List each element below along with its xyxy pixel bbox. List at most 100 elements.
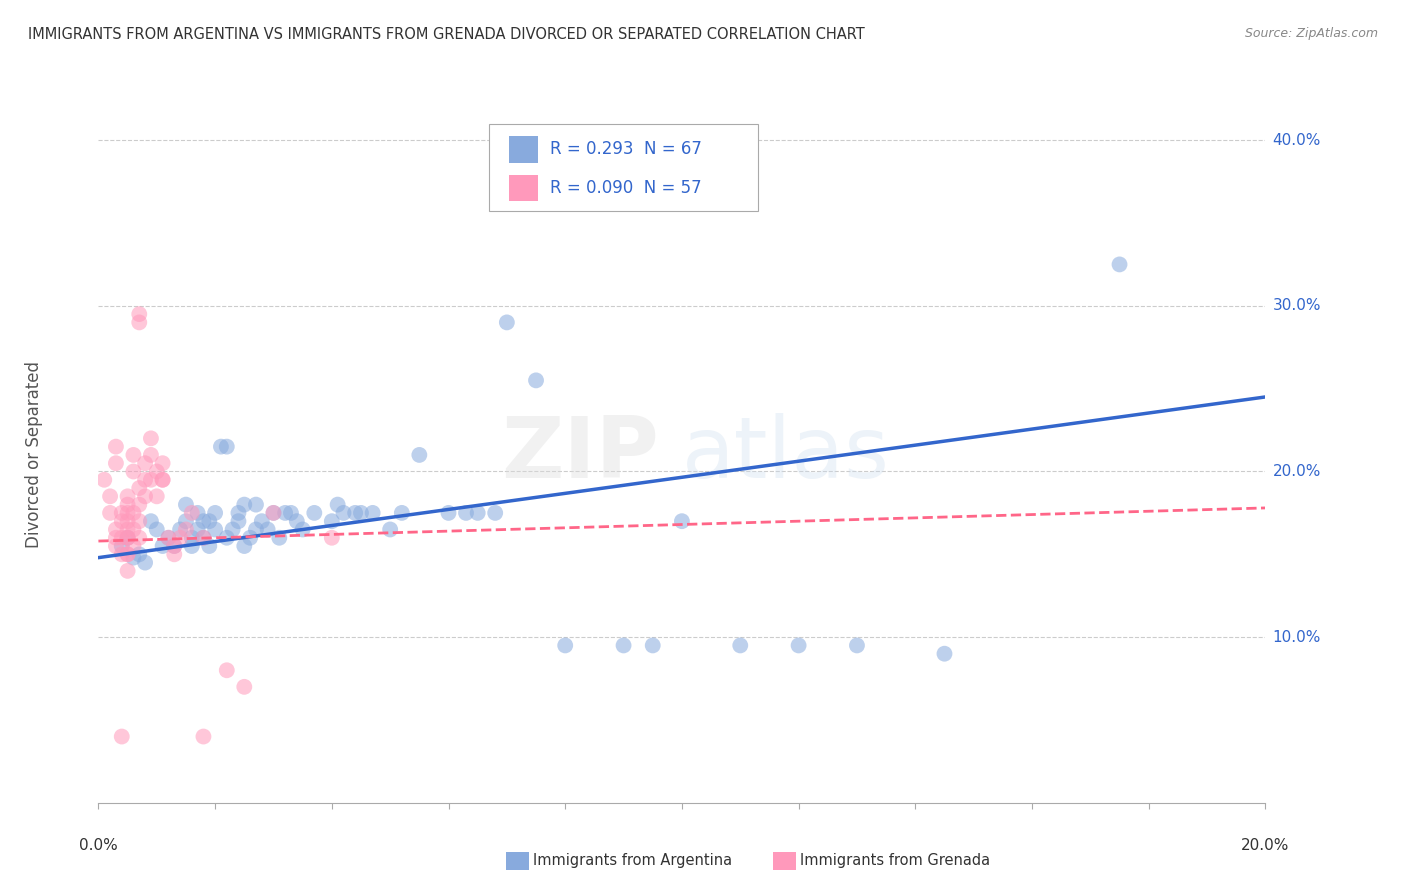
Point (146, 489, 169, 503)
Text: R = 0.293  N = 67: R = 0.293 N = 67 (550, 140, 702, 159)
Point (104, 531, 127, 545)
Point (641, 639, 664, 653)
Point (117, 531, 139, 545)
FancyBboxPatch shape (489, 124, 758, 211)
Point (524, 373, 547, 387)
Point (437, 506, 460, 520)
Point (157, 531, 180, 545)
Point (98, 506, 121, 520)
Point (117, 547, 139, 561)
Point (496, 315, 519, 329)
Text: 30.0%: 30.0% (1272, 298, 1320, 313)
Point (134, 473, 156, 487)
Point (157, 531, 180, 545)
Point (233, 498, 256, 512)
Point (122, 506, 145, 520)
Point (163, 539, 186, 553)
Point (111, 539, 134, 553)
Point (122, 465, 145, 479)
Point (454, 506, 477, 520)
Point (934, 647, 956, 661)
Point (122, 550, 145, 565)
Point (239, 531, 262, 545)
Point (245, 498, 267, 512)
Text: 20.0%: 20.0% (1272, 464, 1320, 479)
Point (152, 473, 174, 487)
Text: ZIP: ZIP (501, 413, 658, 497)
Point (111, 547, 134, 561)
Point (128, 547, 150, 561)
Point (321, 531, 343, 545)
Bar (509, 136, 538, 162)
Point (98, 489, 121, 503)
Point (117, 523, 139, 537)
Point (146, 523, 169, 537)
Point (671, 514, 693, 528)
Text: Immigrants from Argentina: Immigrants from Argentina (533, 854, 733, 868)
Point (215, 440, 238, 454)
Point (180, 531, 202, 545)
Text: 10.0%: 10.0% (1272, 630, 1320, 645)
Point (350, 506, 373, 520)
Point (152, 456, 174, 470)
Text: 20.0%: 20.0% (1241, 838, 1289, 854)
Point (169, 531, 191, 545)
Text: 0.0%: 0.0% (79, 838, 118, 854)
Point (134, 456, 156, 470)
Point (128, 481, 150, 495)
Point (139, 431, 162, 445)
Point (128, 498, 150, 512)
Point (117, 547, 139, 561)
Point (262, 506, 284, 520)
Point (304, 506, 326, 520)
Point (117, 489, 139, 503)
Point (344, 506, 367, 520)
Point (228, 514, 250, 528)
Point (139, 473, 162, 487)
Point (193, 531, 215, 545)
Point (198, 539, 221, 553)
Point (204, 523, 226, 537)
Point (332, 506, 354, 520)
Point (846, 639, 869, 653)
Point (163, 539, 186, 553)
Point (122, 448, 145, 462)
Point (146, 465, 169, 479)
Point (262, 506, 284, 520)
Point (128, 514, 150, 528)
Point (291, 523, 314, 537)
Point (134, 556, 156, 570)
Point (122, 523, 145, 537)
Point (152, 539, 174, 553)
Point (269, 531, 291, 545)
Point (321, 514, 343, 528)
Point (361, 506, 384, 520)
Point (163, 547, 186, 561)
Point (117, 531, 139, 545)
Point (612, 639, 634, 653)
Point (221, 523, 243, 537)
Point (117, 564, 139, 578)
Point (250, 514, 273, 528)
Point (128, 531, 150, 545)
Point (215, 531, 238, 545)
Point (193, 531, 215, 545)
Point (111, 531, 134, 545)
Point (187, 523, 209, 537)
Point (209, 440, 232, 454)
Point (228, 506, 250, 520)
Point (554, 639, 576, 653)
Text: atlas: atlas (682, 413, 890, 497)
Point (122, 539, 145, 553)
Bar (509, 175, 538, 201)
Point (233, 680, 256, 694)
Text: R = 0.090  N = 57: R = 0.090 N = 57 (550, 178, 702, 197)
Point (128, 315, 150, 329)
Text: Source: ZipAtlas.com: Source: ZipAtlas.com (1244, 27, 1378, 40)
Point (104, 456, 127, 470)
Point (174, 514, 197, 528)
Point (117, 514, 139, 528)
Point (280, 506, 302, 520)
Point (139, 514, 162, 528)
Point (467, 506, 489, 520)
